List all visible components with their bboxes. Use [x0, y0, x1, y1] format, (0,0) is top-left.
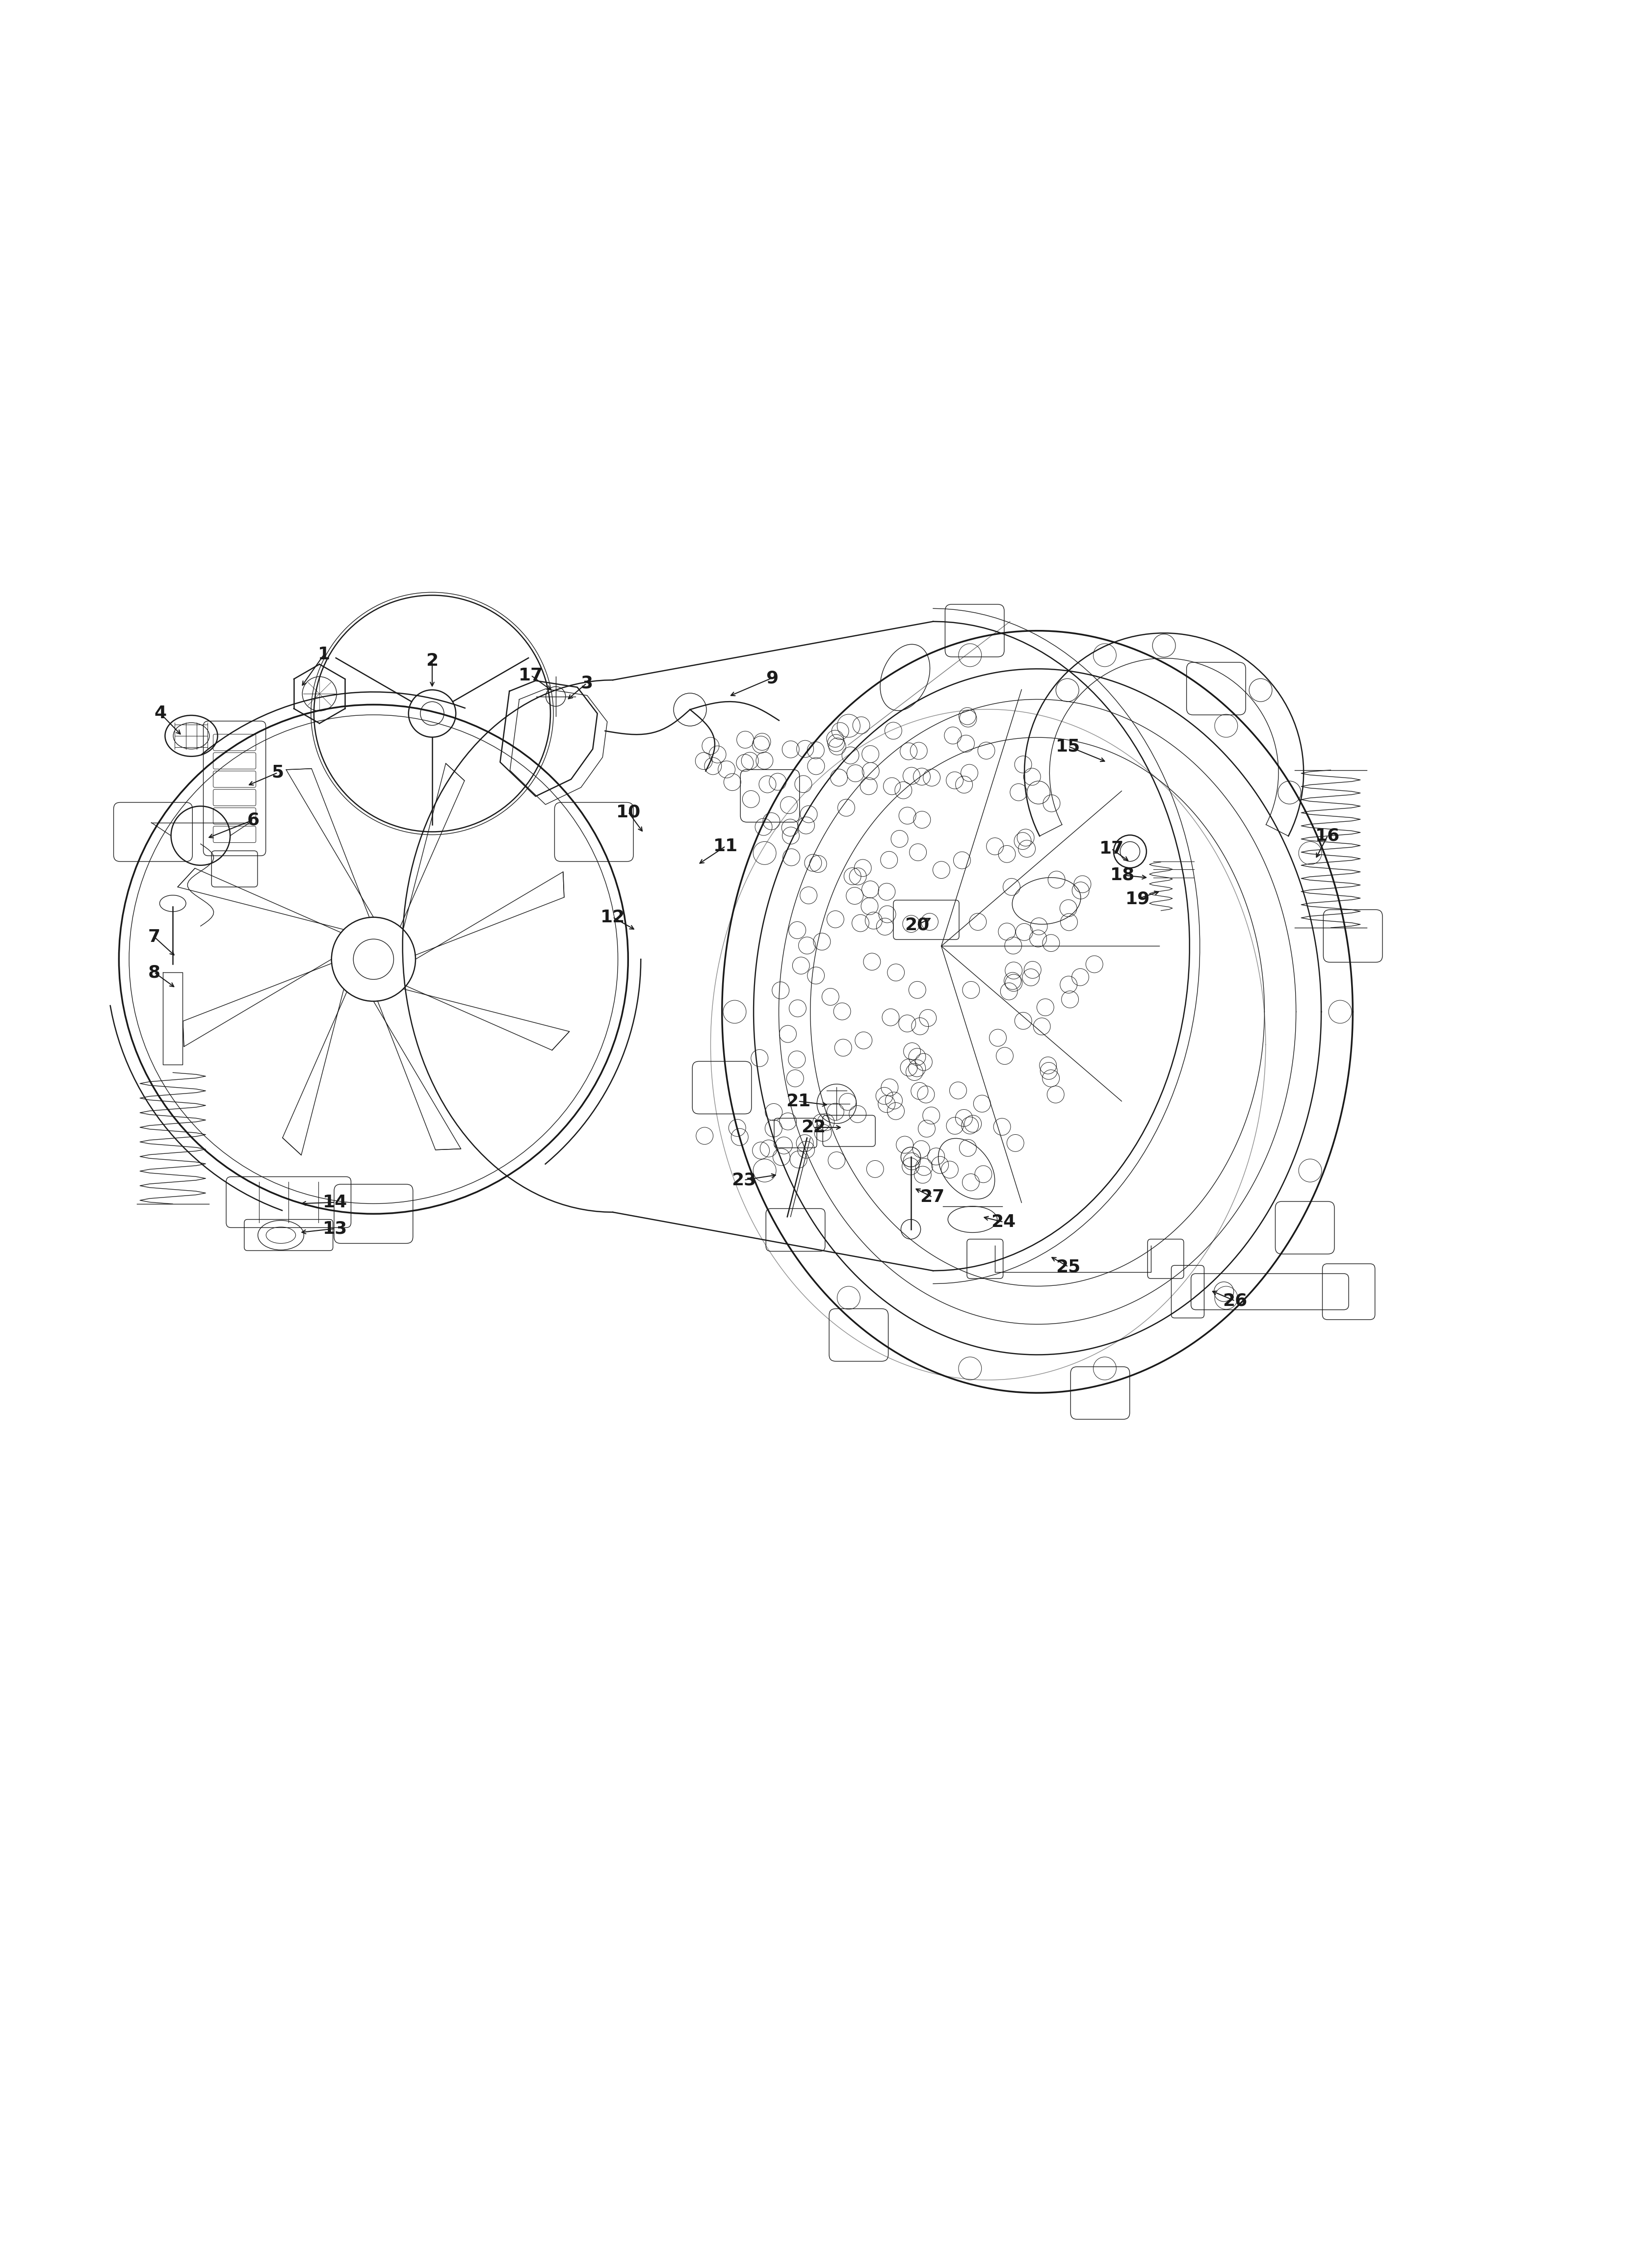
Text: 7: 7 — [148, 928, 161, 946]
Text: 20: 20 — [905, 916, 929, 934]
Text: 4: 4 — [154, 705, 166, 721]
Text: 17: 17 — [519, 667, 544, 683]
Text: 10: 10 — [616, 803, 640, 821]
Text: 19: 19 — [1125, 891, 1149, 907]
Text: 16: 16 — [1315, 828, 1340, 844]
Text: 12: 12 — [601, 909, 626, 925]
Text: 24: 24 — [990, 1213, 1015, 1229]
Text: 15: 15 — [1056, 737, 1080, 755]
Text: 25: 25 — [1056, 1259, 1080, 1275]
Text: 13: 13 — [322, 1220, 346, 1236]
Text: 11: 11 — [713, 837, 737, 855]
Text: 17: 17 — [1098, 841, 1123, 857]
Text: 14: 14 — [322, 1193, 346, 1211]
Text: 26: 26 — [1222, 1293, 1246, 1309]
Text: 5: 5 — [271, 764, 284, 780]
Text: 9: 9 — [765, 669, 778, 687]
Text: 27: 27 — [920, 1188, 944, 1204]
Text: 23: 23 — [731, 1173, 757, 1188]
Text: 18: 18 — [1110, 866, 1135, 885]
Text: 22: 22 — [801, 1118, 826, 1136]
Text: 8: 8 — [148, 964, 161, 980]
Text: 6: 6 — [246, 812, 259, 828]
Text: 3: 3 — [580, 676, 593, 692]
Text: 1: 1 — [319, 646, 330, 662]
Text: 2: 2 — [425, 653, 438, 669]
Text: 21: 21 — [785, 1093, 810, 1109]
